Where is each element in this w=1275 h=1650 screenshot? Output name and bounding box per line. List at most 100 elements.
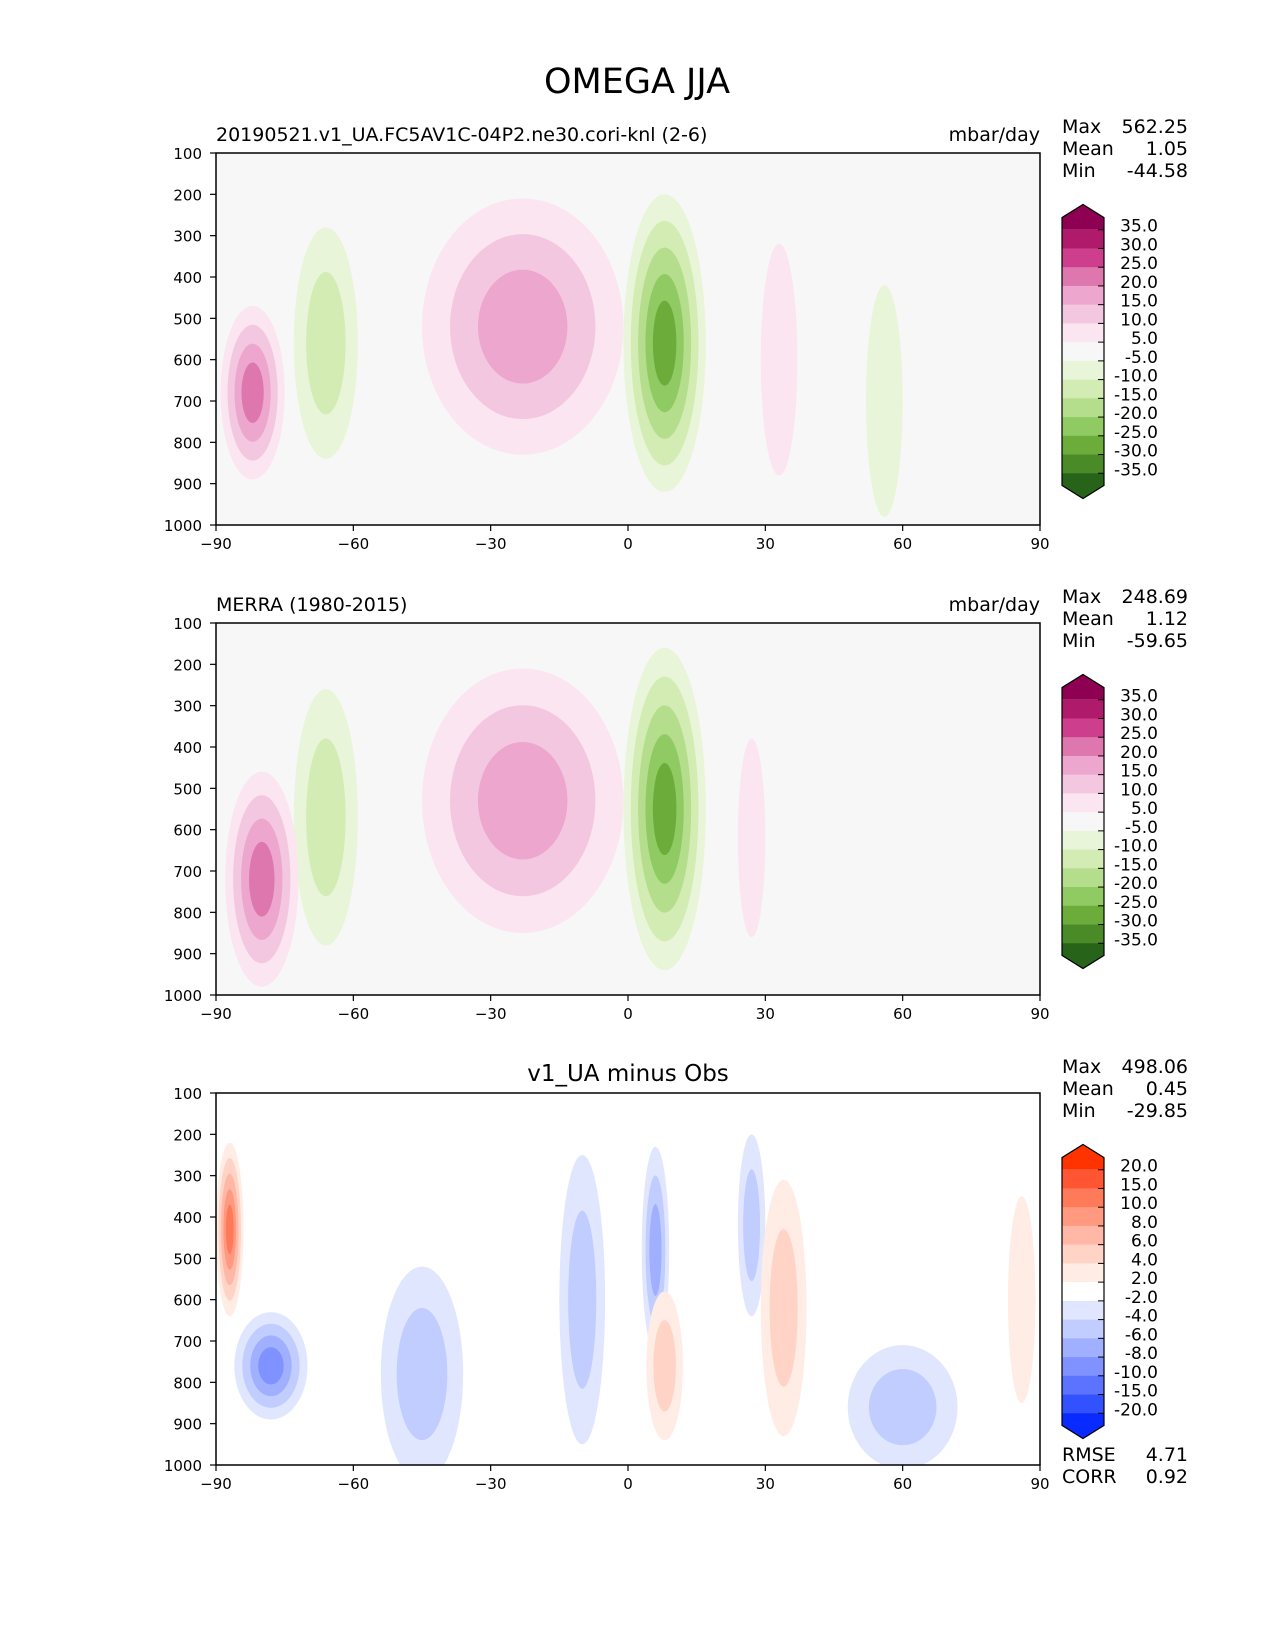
y-tick-label: 400 bbox=[173, 1209, 202, 1227]
colorbar-tick-label: 30.0 bbox=[1120, 705, 1158, 725]
colorbar-tick-label: -20.0 bbox=[1114, 874, 1158, 894]
y-tick-label: 300 bbox=[173, 228, 202, 246]
x-tick-label: −30 bbox=[475, 1475, 507, 1493]
colorbar-segment bbox=[1062, 1282, 1104, 1302]
colorbar-segment bbox=[1062, 1300, 1104, 1321]
y-tick-label: 100 bbox=[173, 1085, 202, 1103]
x-tick-label: 0 bbox=[623, 535, 633, 553]
colorbar-segment bbox=[1062, 229, 1104, 249]
colorbar-tick-label: -25.0 bbox=[1114, 423, 1158, 443]
colorbar-tick-label: -20.0 bbox=[1114, 1400, 1158, 1420]
contour-region-5-level-1 bbox=[737, 738, 766, 938]
x-tick-label: 0 bbox=[623, 1005, 633, 1023]
stat-value: 498.06 bbox=[1122, 1056, 1188, 1078]
colorbar-tick-label: -30.0 bbox=[1114, 912, 1158, 932]
contour-region-7-level-2 bbox=[743, 1169, 761, 1282]
contour-region-4-level-2 bbox=[568, 1210, 597, 1389]
contour-region-6-level-2 bbox=[653, 1320, 676, 1412]
stat-label: Mean bbox=[1062, 608, 1114, 630]
colorbar-segment bbox=[1062, 1357, 1104, 1377]
y-tick-label: 800 bbox=[173, 904, 202, 922]
colorbar-segment bbox=[1062, 417, 1104, 437]
panel-units: mbar/day bbox=[949, 124, 1040, 146]
stat-value: -44.58 bbox=[1127, 160, 1188, 182]
contour-region-2-level-5 bbox=[652, 762, 677, 856]
stat-label: CORR bbox=[1062, 1466, 1117, 1488]
colorbar-tick-label: -15.0 bbox=[1114, 1382, 1158, 1402]
colorbar-tick-label: -5.0 bbox=[1125, 818, 1158, 838]
colorbar-tick-label: 5.0 bbox=[1131, 329, 1158, 349]
colorbar-segment bbox=[1062, 1338, 1104, 1358]
x-tick-label: −90 bbox=[200, 1475, 232, 1493]
stat-value: 4.71 bbox=[1146, 1444, 1188, 1466]
colorbar-tick-label: -20.0 bbox=[1114, 404, 1158, 424]
colorbar-segment bbox=[1062, 755, 1104, 776]
x-tick-label: −30 bbox=[475, 535, 507, 553]
colorbar-tick-label: 10.0 bbox=[1120, 1194, 1158, 1214]
colorbar-outline bbox=[1061, 673, 1105, 970]
x-tick-label: 30 bbox=[756, 1475, 775, 1493]
y-tick-label: 500 bbox=[173, 1250, 202, 1268]
colorbar-tick-label: 10.0 bbox=[1120, 780, 1158, 800]
colorbar-tick-label: 2.0 bbox=[1131, 1269, 1158, 1289]
colorbar-segment bbox=[1062, 1319, 1104, 1339]
y-tick-label: 700 bbox=[173, 393, 202, 411]
stat-value: 1.05 bbox=[1146, 138, 1188, 160]
x-tick-label: 90 bbox=[1030, 1005, 1049, 1023]
colorbar-tick-label: -10.0 bbox=[1114, 367, 1158, 387]
colorbar: 35.030.025.020.015.010.05.0-5.0-10.0-15.… bbox=[1061, 203, 1158, 500]
contour-field bbox=[216, 1134, 1036, 1465]
x-tick-label: 60 bbox=[893, 1475, 912, 1493]
colorbar-segment bbox=[1062, 435, 1104, 456]
colorbar-tick-label: 35.0 bbox=[1120, 217, 1158, 237]
y-tick-label: 600 bbox=[173, 352, 202, 370]
panel-center-title: v1_UA minus Obs bbox=[527, 1061, 729, 1087]
stat-label: Min bbox=[1062, 630, 1096, 652]
colorbar-tick-label: 8.0 bbox=[1131, 1213, 1158, 1233]
y-tick-label: 500 bbox=[173, 780, 202, 798]
y-tick-label: 1000 bbox=[164, 987, 202, 1005]
colorbar-tick-label: 20.0 bbox=[1120, 743, 1158, 763]
x-tick-label: 60 bbox=[893, 535, 912, 553]
figure-title: OMEGA JJA bbox=[544, 62, 730, 102]
y-tick-label: 200 bbox=[173, 1126, 202, 1144]
colorbar: 20.015.010.08.06.04.02.0-2.0-4.0-6.0-8.0… bbox=[1061, 1143, 1158, 1440]
colorbar-segment bbox=[1062, 1225, 1104, 1246]
colorbar-tick-label: -35.0 bbox=[1114, 930, 1158, 950]
colorbar-tick-label: 30.0 bbox=[1120, 235, 1158, 255]
y-tick-label: 100 bbox=[173, 615, 202, 633]
y-tick-label: 700 bbox=[173, 863, 202, 881]
colorbar-tick-label: 15.0 bbox=[1120, 1175, 1158, 1195]
colorbar-tick-label: 15.0 bbox=[1120, 292, 1158, 312]
colorbar-segment bbox=[1062, 285, 1104, 306]
contour-region-9-level-2 bbox=[868, 1368, 937, 1446]
panel-units: mbar/day bbox=[949, 594, 1040, 616]
colorbar-extend-min bbox=[1062, 1413, 1104, 1439]
stat-value: 248.69 bbox=[1122, 586, 1188, 608]
colorbar-extend-min bbox=[1062, 943, 1104, 969]
contour-region-1-level-5 bbox=[225, 1204, 234, 1255]
x-tick-label: 30 bbox=[756, 1005, 775, 1023]
colorbar-tick-label: -10.0 bbox=[1114, 1363, 1158, 1383]
colorbar-tick-label: -5.0 bbox=[1125, 348, 1158, 368]
y-tick-label: 600 bbox=[173, 822, 202, 840]
colorbar-segment bbox=[1062, 304, 1104, 324]
colorbar-tick-label: -15.0 bbox=[1114, 385, 1158, 405]
y-tick-label: 700 bbox=[173, 1333, 202, 1351]
colorbar-tick-label: 10.0 bbox=[1120, 310, 1158, 330]
y-tick-label: 400 bbox=[173, 269, 202, 287]
colorbar-outline bbox=[1061, 1143, 1105, 1440]
x-tick-label: 90 bbox=[1030, 1475, 1049, 1493]
contour-field bbox=[225, 647, 766, 987]
colorbar-segment bbox=[1062, 1244, 1104, 1264]
colorbar-segment bbox=[1062, 398, 1104, 418]
colorbar-segment bbox=[1062, 905, 1104, 926]
colorbar-tick-label: 5.0 bbox=[1131, 799, 1158, 819]
x-tick-label: −60 bbox=[338, 1475, 370, 1493]
colorbar-tick-label: -30.0 bbox=[1114, 442, 1158, 462]
